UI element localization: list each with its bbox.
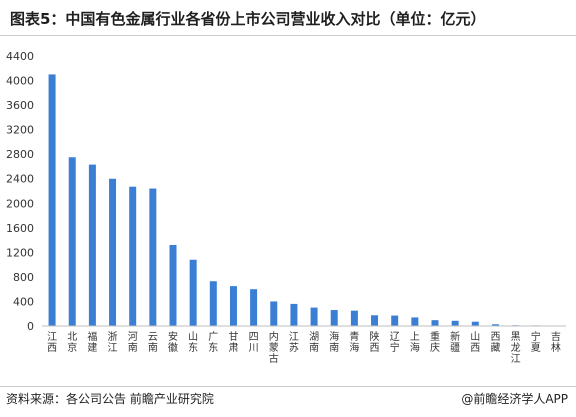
bar-内蒙古 [270,301,278,326]
bar-chart: 0 400 800 1200 1600 2000 2400 2800 3200 3600 4000 4… [6,50,566,365]
y-axis: 0 400 800 1200 1600 2000 2400 2800 3200 3600 4000 4… [6,50,34,333]
bar-云南 [149,188,157,326]
y-tick-label: 400 [13,295,34,308]
bar-青海 [350,310,358,326]
bar-西藏 [491,324,499,326]
bar-湖南 [310,307,318,326]
x-tick-label: 青海 [349,330,359,354]
bar-河南 [129,186,137,326]
x-tick-label: 山西 [470,331,480,354]
bar-辽宁 [391,315,399,326]
bar-江苏 [290,303,298,326]
x-tick-label: 北京 [67,331,77,354]
bar-陕西 [371,315,379,326]
bar-北京 [68,157,76,326]
x-tick-label: 重庆 [430,330,440,354]
x-tick-label: 浙江 [108,331,118,354]
bar-上海 [411,317,419,326]
x-tick-label: 内蒙古 [269,330,279,365]
bar-江西 [48,74,56,326]
x-tick-label: 上海 [410,331,420,354]
x-tick-label: 江苏 [289,331,299,354]
footer-divider [0,386,576,387]
y-tick-label: 3600 [6,99,34,112]
x-tick-label: 湖南 [309,331,319,354]
x-axis-labels: 江西北京福建浙江河南云南安徽山东广东甘肃四川内蒙古江苏湖南海南青海陕西辽宁上海重… [47,330,561,365]
y-tick-label: 1600 [6,222,34,235]
x-tick-label: 山东 [188,331,198,354]
x-tick-label: 辽宁 [390,331,400,354]
x-tick-label: 宁夏 [531,330,541,354]
x-tick-label: 海南 [329,330,339,354]
bar-浙江 [109,178,117,326]
x-tick-label: 安徽 [168,330,178,354]
x-tick-label: 江西 [47,331,57,354]
bar-甘肃 [229,286,237,326]
bar-新疆 [451,320,459,326]
x-tick-label: 甘肃 [228,330,238,354]
bar-四川 [250,289,258,326]
bar-山西 [471,321,479,326]
x-tick-label: 云南 [148,332,158,354]
y-tick-label: 2000 [6,197,34,210]
x-tick-label: 新疆 [450,330,460,354]
bar-广东 [209,281,217,326]
brand-credit: @前瞻经济学人APP [461,392,568,406]
bars [48,74,560,327]
bar-安徽 [169,245,177,326]
x-tick-label: 西藏 [490,332,500,354]
y-tick-label: 2400 [6,173,34,186]
x-tick-label: 陕西 [370,330,380,354]
y-tick-label: 2800 [6,148,34,161]
y-tick-label: 4000 [6,75,34,88]
x-tick-label: 广东 [208,331,218,354]
bar-福建 [88,164,96,326]
x-tick-label: 河南 [128,331,138,354]
bar-海南 [330,310,338,326]
chart-title: 图表5：中国有色金属行业各省份上市公司营业收入对比（单位：亿元） [10,10,486,28]
x-tick-label: 四川 [249,332,259,354]
source-note: 资料来源：各公司公告 前瞻产业研究院 [6,392,214,406]
x-tick-label: 黑龙江 [511,331,521,365]
y-tick-label: 0 [27,320,34,333]
y-tick-label: 800 [13,271,34,284]
x-tick-label: 吉林 [551,331,561,354]
y-tick-label: 1200 [6,246,34,259]
y-tick-label: 4400 [6,50,34,63]
bar-山东 [189,259,197,326]
y-tick-label: 3200 [6,124,34,137]
bar-重庆 [431,320,439,326]
x-tick-label: 福建 [87,330,97,354]
title-divider [0,35,576,36]
